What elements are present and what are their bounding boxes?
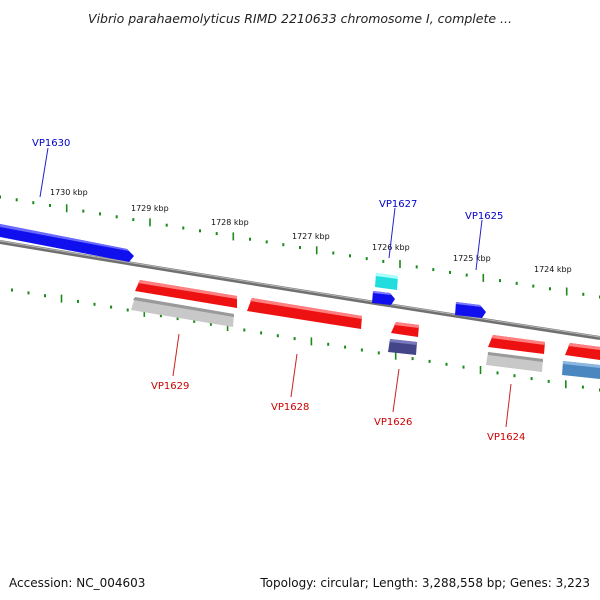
ruler-label-1727: 1727 kbp [292,232,330,241]
gene-label-vp1624[interactable]: VP1624 [487,432,525,443]
gene-feature-edge-red[interactable] [565,343,600,360]
gene-feature-edge-steel[interactable] [562,361,600,379]
gene-label-vp1628[interactable]: VP1628 [271,402,309,413]
gene-label-vp1626[interactable]: VP1626 [374,417,412,428]
ruler-label-1726: 1726 kbp [372,243,410,252]
tick-tracks [0,195,600,392]
gene-feature-vp1627[interactable] [375,273,398,290]
ruler-label-1724: 1724 kbp [534,265,572,274]
gene-label-vp1629[interactable]: VP1629 [151,381,189,392]
gene-label-vp1630[interactable]: VP1630 [32,138,70,149]
topology-stats-text: Topology: circular; Length: 3,288,558 bp… [259,576,590,590]
ruler-label-1729: 1729 kbp [131,204,169,213]
ruler-label-1728: 1728 kbp [211,218,249,227]
gene-feature-vp1624[interactable] [488,335,545,354]
gene-feature-vp1629[interactable] [135,280,237,308]
map-title: Vibrio parahaemolyticus RIMD 2210633 chr… [88,11,512,26]
ruler-label-1725: 1725 kbp [453,254,491,263]
gene-feature-vp1626[interactable] [391,322,419,337]
label-connectors [39,147,512,428]
gene-feature-vp1626-purple[interactable] [388,339,417,355]
gene-feature-vp1624-gray[interactable] [486,352,543,372]
gene-feature-vp1629-gray[interactable] [131,297,234,327]
gene-label-vp1625[interactable]: VP1625 [465,211,503,222]
ruler-label-1730: 1730 kbp [50,188,88,197]
chromosome-backbone [0,240,600,340]
gene-feature-vp1627b[interactable] [372,291,395,305]
gene-feature-vp1628[interactable] [247,298,362,329]
gene-feature-vp1630[interactable] [0,224,134,262]
accession-text: Accession: NC_004603 [9,576,145,590]
gene-feature-vp1625[interactable] [455,302,486,318]
gene-label-vp1627[interactable]: VP1627 [379,199,417,210]
